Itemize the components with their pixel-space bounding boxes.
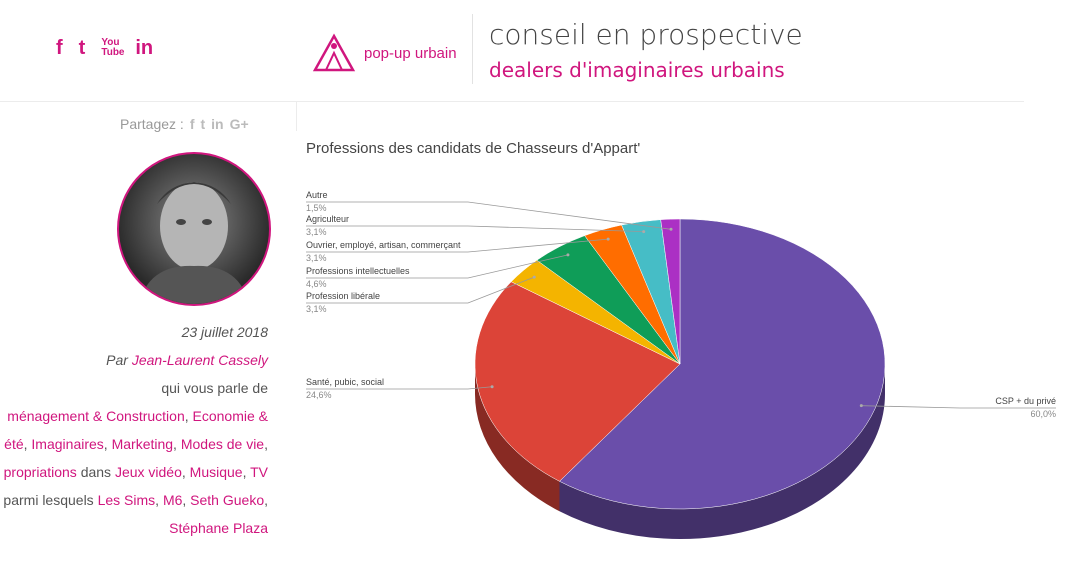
tagline-secondary: dealers d'imaginaires urbains xyxy=(489,58,785,82)
pie-slice[interactable] xyxy=(559,218,886,510)
slice-label: Santé, pubic, social xyxy=(306,377,384,387)
twitter-icon[interactable]: t xyxy=(78,37,86,59)
linkedin-icon[interactable]: in xyxy=(135,37,154,59)
tags-line-2: Stéphane Plaza xyxy=(169,520,268,536)
topic-link[interactable]: propriations xyxy=(3,464,77,480)
share-googleplus-icon[interactable]: G+ xyxy=(229,116,249,132)
pie-side-wall xyxy=(559,364,885,540)
header-divider xyxy=(472,14,473,84)
topic-link[interactable]: ménagement & Construction xyxy=(7,408,185,424)
tag-link[interactable]: Les Sims xyxy=(97,492,156,508)
share-facebook-icon[interactable]: f xyxy=(189,116,195,132)
leader-line xyxy=(306,254,569,279)
topic-link[interactable]: Musique xyxy=(189,464,243,480)
topic-link[interactable]: Marketing xyxy=(111,436,174,452)
slice-percent-label: 1,5% xyxy=(306,203,327,213)
author-avatar xyxy=(117,152,271,306)
share-label: Partagez : xyxy=(120,116,184,132)
topic-link[interactable]: Imaginaires xyxy=(31,436,104,452)
topic-link[interactable]: été xyxy=(4,436,24,452)
topics-line-1: ménagement & Construction, Economie & xyxy=(7,408,268,424)
article-byline: Par Jean-Laurent Cassely xyxy=(106,352,268,368)
share-linkedin-icon[interactable]: in xyxy=(211,116,224,132)
brand-logo[interactable]: pop-up urbain xyxy=(312,33,457,73)
slice-label: Autre xyxy=(306,190,328,200)
share-twitter-icon[interactable]: t xyxy=(200,116,206,132)
article-date: 23 juillet 2018 xyxy=(181,324,268,340)
author-portrait-icon xyxy=(139,182,249,304)
tag-link[interactable]: Seth Gueko xyxy=(190,492,265,508)
leader-dot xyxy=(490,385,494,389)
tag-link[interactable]: M6 xyxy=(162,492,183,508)
sidebar-divider xyxy=(296,101,297,131)
topic-link[interactable]: Economie & xyxy=(192,408,268,424)
facebook-icon[interactable]: f xyxy=(56,37,63,59)
topics-line-2: été, Imaginaires, Marketing, Modes de vi… xyxy=(4,436,268,452)
leader-dot xyxy=(669,227,673,231)
leader-dot xyxy=(859,404,863,408)
popup-urbain-logo-icon xyxy=(312,33,356,72)
topics-line-3: propriations dans Jeux vidéo, Musique, T… xyxy=(3,464,268,480)
brand-name: pop-up urbain xyxy=(364,44,457,62)
header-separator xyxy=(0,101,1024,102)
share-bar: Partagez : f t in G+ xyxy=(120,116,249,132)
slice-percent-label: 4,6% xyxy=(306,279,327,289)
tags-line-1: parmi lesquels Les Sims, M6, Seth Gueko, xyxy=(3,492,268,508)
slice-label: Professions intellectuelles xyxy=(306,266,410,276)
tagline-primary: conseil en prospective xyxy=(489,18,803,51)
leader-dot xyxy=(606,237,610,241)
leader-dot xyxy=(532,275,536,279)
leader-line xyxy=(306,386,493,390)
leader-dot xyxy=(566,253,570,257)
slice-percent-label: 3,1% xyxy=(306,253,327,263)
talks-about: qui vous parle de xyxy=(161,380,268,396)
topic-link[interactable]: TV xyxy=(250,464,268,480)
author-link[interactable]: Jean-Laurent Cassely xyxy=(131,352,268,368)
slice-percent-label: 24,6% xyxy=(306,390,332,400)
pie-side-wall xyxy=(475,364,560,512)
pie-slice[interactable] xyxy=(660,218,681,365)
slice-percent-label: 3,1% xyxy=(306,304,327,314)
social-links: f t You Tube in xyxy=(56,36,153,60)
slice-label: CSP + du privé xyxy=(995,396,1056,406)
leader-line xyxy=(306,225,644,233)
slice-label: Profession libérale xyxy=(306,291,380,301)
leader-dot xyxy=(642,230,646,234)
slice-percent-label: 3,1% xyxy=(306,227,327,237)
topic-link[interactable]: Jeux vidéo xyxy=(114,464,182,480)
slice-percent-label: 60,0% xyxy=(1030,409,1056,419)
youtube-icon[interactable]: You Tube xyxy=(101,37,125,58)
leader-line xyxy=(306,238,609,253)
slice-label: Ouvrier, employé, artisan, commerçant xyxy=(306,240,461,250)
chart-title: Professions des candidats de Chasseurs d… xyxy=(306,140,641,157)
leader-line xyxy=(306,201,672,230)
tag-link[interactable]: Stéphane Plaza xyxy=(169,520,268,536)
topic-link[interactable]: Modes de vie xyxy=(180,436,265,452)
leader-line xyxy=(861,405,1056,409)
leader-line xyxy=(306,276,535,304)
slice-label: Agriculteur xyxy=(306,214,349,224)
